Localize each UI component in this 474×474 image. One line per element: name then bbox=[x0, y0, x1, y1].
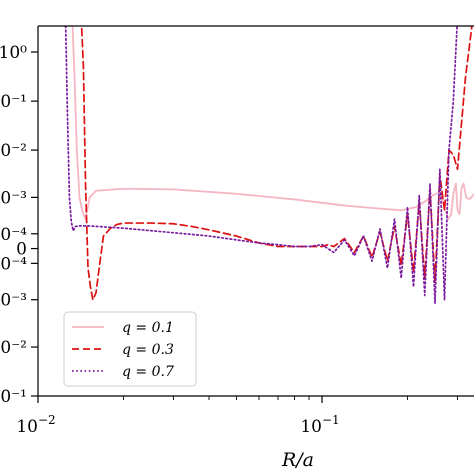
y-tick-label: 0⁻² bbox=[0, 338, 27, 358]
x-tick-label-base: 10 bbox=[300, 417, 322, 437]
y-tick-label: 0⁻² bbox=[0, 141, 27, 161]
x-tick-label: 10−2 bbox=[16, 413, 55, 437]
y-tick-label: 0 bbox=[16, 240, 27, 260]
y-tick-label: 0⁻⁴ bbox=[0, 254, 27, 274]
series-layer bbox=[64, 26, 474, 305]
y-tick-label: 10⁰ bbox=[0, 43, 27, 63]
legend-label-3: q = 0.7 bbox=[122, 364, 174, 380]
legend-label-2: q = 0.3 bbox=[122, 342, 174, 358]
x-tick-label-base: 10 bbox=[16, 417, 38, 437]
legend-label-1: q = 0.1 bbox=[122, 320, 174, 336]
x-tick-label-exp: −1 bbox=[322, 413, 340, 427]
x-tick-label-exp: −2 bbox=[38, 413, 56, 427]
series-line-1 bbox=[71, 26, 474, 220]
legend-box bbox=[63, 311, 197, 387]
x-tick-label: 10−1 bbox=[300, 413, 339, 437]
y-tick-label: 0⁻⁴ bbox=[0, 225, 27, 245]
x-axis-title: R/a bbox=[281, 449, 314, 471]
y-tick-label: 0⁻³ bbox=[0, 188, 27, 208]
series-line-2 bbox=[80, 26, 473, 301]
y-tick-label: 0⁻¹ bbox=[0, 92, 27, 112]
legend: q = 0.1 q = 0.3 q = 0.7 bbox=[63, 311, 197, 387]
y-tick-label: 0⁻³ bbox=[0, 291, 27, 311]
y-tick-label: 0⁻¹ bbox=[0, 387, 27, 407]
